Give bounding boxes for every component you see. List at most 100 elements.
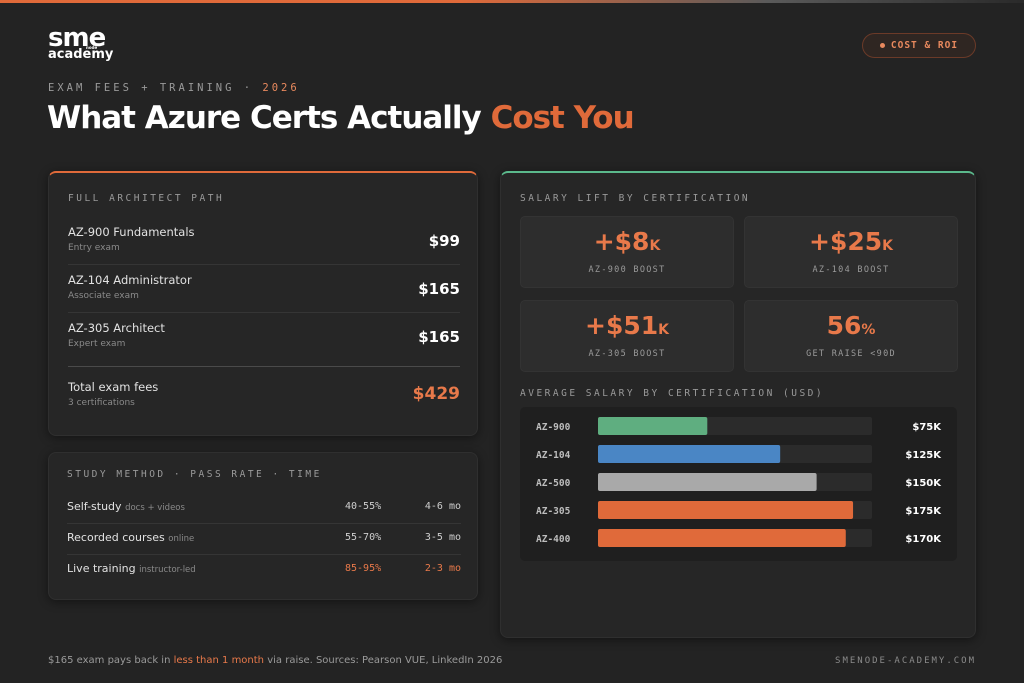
salary-bar [598, 501, 854, 519]
category-label: AZ-500 [536, 478, 571, 489]
study-row: Recorded courses online 55-70% 3-5 mo [67, 529, 461, 549]
stat-value: +$8K [521, 227, 733, 256]
exam-price: $99 [428, 232, 460, 250]
salary-lift-label: SALARY LIFT BY CERTIFICATION [520, 193, 751, 204]
study-method: Live training [67, 562, 136, 575]
chart-title: AVERAGE SALARY BY CERTIFICATION (USD) [520, 388, 825, 399]
stat-tile: 56% GET RAISE <90D [744, 300, 958, 372]
exam-row: AZ-900 Fundamentals Entry exam $99 [68, 225, 460, 261]
study-row: Live training instructor-led 85-95% 2-3 … [67, 560, 461, 580]
stat-tile: +$8K AZ-900 BOOST [520, 216, 734, 288]
study-time: 3-5 mo [424, 532, 461, 543]
stat-label: GET RAISE <90D [806, 349, 896, 359]
badge-label: COST & ROI [890, 40, 959, 51]
study-row: Self-study docs + videos 40-55% 4-6 mo [67, 498, 461, 518]
footer-highlight: less than 1 month [173, 655, 265, 666]
exam-row: AZ-305 Architect Expert exam $165 [68, 321, 460, 357]
study-tag: instructor-led [139, 565, 196, 575]
study-tag: online [168, 534, 195, 544]
value-label: $175K [905, 506, 942, 517]
cost-roi-badge: COST & ROI [862, 33, 976, 58]
exam-sub: Associate exam [68, 291, 139, 301]
value-label: $75K [912, 422, 942, 433]
logo-top-text: sme [48, 23, 106, 53]
stat-value: 56% [745, 311, 957, 340]
salary-bar [598, 417, 708, 435]
logo-mid-text: node [86, 45, 98, 50]
exam-name: AZ-104 Administrator [68, 273, 192, 287]
divider [67, 554, 461, 555]
architect-path-card: FULL ARCHITECT PATH AZ-900 Fundamentals … [48, 171, 478, 436]
stat-value: +$25K [745, 227, 957, 256]
value-label: $170K [905, 534, 942, 545]
salary-card: SALARY LIFT BY CERTIFICATION +$8K AZ-900… [500, 171, 976, 638]
pass-rate: 85-95% [345, 563, 382, 574]
category-label: AZ-400 [536, 534, 571, 545]
dot-icon [879, 43, 885, 48]
architect-path-label: FULL ARCHITECT PATH [68, 193, 225, 204]
stat-number: +$51 [585, 311, 659, 340]
total-sub: 3 certifications [68, 398, 135, 408]
study-method: Recorded courses [67, 531, 165, 544]
divider [68, 312, 460, 313]
site-url: SMENODE-ACADEMY.COM [835, 656, 976, 666]
exam-sub: Expert exam [68, 339, 126, 349]
salary-bar-chart: AZ-900 $75K AZ-104 $125K AZ-500 $150K AZ-305 $1… [536, 417, 942, 547]
stat-value: +$51K [521, 311, 733, 340]
pass-rate: 40-55% [345, 501, 382, 512]
stat-unit: K [658, 322, 669, 338]
exam-name: AZ-900 Fundamentals [68, 225, 195, 239]
footer-pre: $165 exam pays back in [48, 655, 174, 666]
eyebrow-text: EXAM FEES + TRAINING · [48, 82, 263, 94]
study-time: 4-6 mo [424, 501, 461, 512]
exam-name: AZ-305 Architect [68, 321, 165, 335]
salary-chart: AZ-900 $75K AZ-104 $125K AZ-500 $150K AZ-305 $1… [520, 407, 957, 561]
study-method-label: STUDY METHOD · PASS RATE · TIME [67, 469, 322, 480]
exam-price: $165 [418, 328, 460, 346]
value-label: $125K [905, 450, 942, 461]
divider [67, 523, 461, 524]
total-row: Total exam fees 3 certifications $429 [68, 380, 460, 416]
stat-label: AZ-104 BOOST [812, 265, 890, 275]
salary-bar [598, 473, 817, 491]
salary-bar [598, 529, 846, 547]
stat-label: AZ-900 BOOST [588, 265, 666, 275]
study-name: Live training instructor-led [67, 562, 196, 575]
footer-post: via raise. Sources: Pearson VUE, LinkedI… [264, 655, 503, 666]
title-main: What Azure Certs Actually [47, 100, 491, 136]
stat-unit: % [861, 322, 876, 338]
total-price: $429 [412, 384, 460, 404]
category-label: AZ-104 [536, 450, 571, 461]
exam-row: AZ-104 Administrator Associate exam $165 [68, 273, 460, 309]
category-label: AZ-900 [536, 422, 571, 433]
top-accent-line [0, 0, 1024, 3]
study-name: Recorded courses online [67, 531, 194, 544]
study-method: Self-study [67, 500, 122, 513]
study-tag: docs + videos [125, 503, 185, 513]
stat-number: +$8 [593, 227, 650, 256]
exam-sub: Entry exam [68, 243, 120, 253]
stat-number: +$25 [809, 227, 883, 256]
total-name: Total exam fees [68, 380, 159, 394]
footer-note: $165 exam pays back in less than 1 month… [48, 655, 502, 666]
category-label: AZ-305 [536, 506, 571, 517]
logo: sme node academy [48, 24, 132, 62]
total-divider [68, 366, 460, 367]
study-name: Self-study docs + videos [67, 500, 185, 513]
stat-unit: K [882, 238, 893, 254]
page-title: What Azure Certs Actually Cost You [47, 100, 635, 136]
eyebrow-year: 2026 [262, 82, 300, 94]
value-label: $150K [905, 478, 942, 489]
eyebrow: EXAM FEES + TRAINING · 2026 [48, 82, 300, 94]
logo-bottom-text: academy [48, 47, 114, 62]
pass-rate: 55-70% [345, 532, 382, 543]
divider [68, 264, 460, 265]
title-accent: Cost You [490, 100, 635, 136]
study-method-card: STUDY METHOD · PASS RATE · TIME Self-stu… [48, 452, 478, 600]
stat-number: 56 [826, 311, 862, 340]
study-time: 2-3 mo [424, 563, 461, 574]
stat-tile: +$25K AZ-104 BOOST [744, 216, 958, 288]
stat-unit: K [649, 238, 661, 254]
salary-bar [598, 445, 781, 463]
exam-price: $165 [418, 280, 460, 298]
